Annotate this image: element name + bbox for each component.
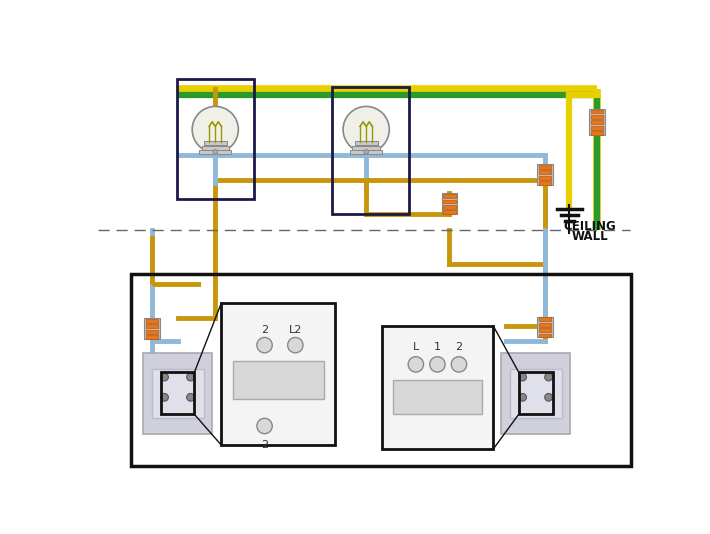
Bar [539, 323, 551, 327]
Circle shape [257, 337, 272, 353]
Bar [204, 141, 226, 145]
Bar [537, 164, 552, 185]
Bar [160, 372, 195, 414]
Bar [539, 317, 551, 321]
Bar [510, 369, 562, 418]
Bar [589, 109, 605, 135]
Bar [443, 200, 456, 203]
Circle shape [519, 373, 526, 381]
Bar [501, 353, 570, 434]
Circle shape [452, 357, 466, 372]
Bar [443, 194, 456, 198]
Circle shape [430, 357, 445, 372]
Bar [199, 150, 231, 154]
Bar [591, 115, 604, 119]
Circle shape [545, 373, 552, 381]
Text: 2: 2 [261, 325, 268, 335]
Text: 2: 2 [455, 342, 462, 352]
Bar [222, 303, 335, 445]
Text: 1: 1 [434, 342, 441, 352]
Bar [233, 360, 324, 399]
Circle shape [213, 150, 217, 154]
Circle shape [160, 394, 168, 401]
Circle shape [545, 394, 552, 401]
Bar [539, 181, 551, 185]
Text: L2: L2 [289, 325, 302, 335]
Bar [381, 326, 493, 449]
Circle shape [187, 394, 195, 401]
Bar [177, 80, 253, 199]
Circle shape [364, 150, 368, 154]
Bar [591, 131, 604, 135]
Bar [443, 210, 456, 214]
Bar [442, 193, 457, 214]
Circle shape [408, 357, 424, 372]
Bar [539, 165, 551, 169]
Bar [350, 150, 383, 154]
Bar [146, 319, 158, 323]
Bar [591, 125, 604, 130]
Circle shape [192, 106, 239, 153]
Bar [393, 380, 481, 414]
Circle shape [288, 337, 303, 353]
Bar [146, 324, 158, 328]
Bar [202, 146, 229, 150]
Bar [143, 353, 212, 434]
Bar [591, 120, 604, 124]
Bar [537, 317, 552, 337]
Bar [151, 369, 204, 418]
Circle shape [187, 373, 195, 381]
Circle shape [160, 373, 168, 381]
Circle shape [519, 394, 526, 401]
Text: WALL: WALL [571, 231, 608, 244]
Bar [352, 146, 380, 150]
Bar [591, 109, 604, 113]
Circle shape [343, 106, 389, 153]
Text: 2: 2 [261, 440, 268, 450]
Bar [146, 329, 158, 334]
Text: CEILING: CEILING [563, 221, 616, 233]
Bar [355, 141, 378, 145]
Bar [518, 372, 552, 414]
Bar [539, 334, 551, 337]
Circle shape [257, 418, 272, 434]
Bar [539, 176, 551, 179]
Bar [131, 273, 631, 466]
Bar [144, 318, 160, 339]
Bar [443, 205, 456, 209]
Text: L: L [413, 342, 419, 352]
Bar [539, 328, 551, 332]
Bar [332, 87, 409, 214]
Bar [539, 170, 551, 174]
Bar [146, 335, 158, 339]
